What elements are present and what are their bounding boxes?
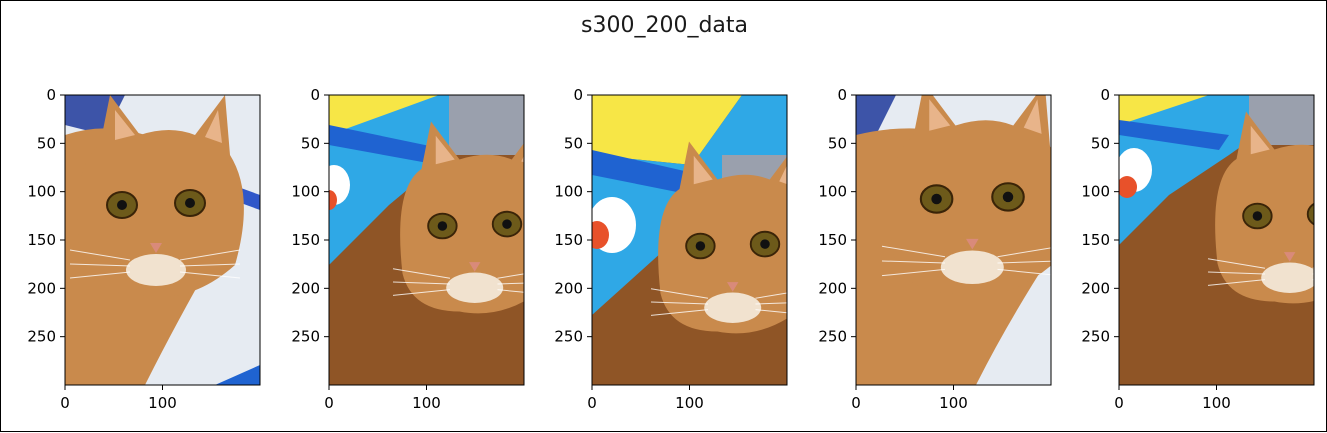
y-tick-label: 150 — [554, 231, 583, 249]
y-tick-label: 0 — [46, 86, 56, 104]
y-tick-label: 250 — [818, 328, 847, 346]
subplot-image — [856, 84, 1065, 386]
y-tick-label: 200 — [27, 279, 56, 297]
cat-muzzle — [704, 293, 761, 323]
y-tick-label: 0 — [1100, 86, 1110, 104]
x-tick-label: 0 — [60, 394, 70, 412]
y-tick-label: 200 — [818, 279, 847, 297]
subplot-image — [1116, 95, 1327, 385]
cat-eye — [1308, 202, 1327, 227]
cat-whisker — [1313, 280, 1327, 286]
cat-muzzle — [1261, 263, 1318, 293]
cat-muzzle — [941, 250, 1004, 284]
y-tick-label: 150 — [27, 231, 56, 249]
blanket-spot — [1117, 176, 1137, 198]
subplot-5: 0 100 0 50 100 150 200 250 — [1081, 86, 1327, 412]
subplot-4: 0 100 0 50 100 150 200 250 — [818, 84, 1064, 413]
cat-muzzle — [446, 273, 503, 303]
subplot-1: 0 100 0 50 100 150 200 250 — [27, 86, 260, 412]
y-tick-label: 100 — [1081, 183, 1110, 201]
y-tick-label: 250 — [1081, 328, 1110, 346]
y-tick-label: 50 — [1091, 134, 1110, 152]
cat-pupil — [117, 200, 127, 210]
x-tick-label: 0 — [1114, 394, 1124, 412]
cat-pupil — [1003, 192, 1014, 203]
x-tick-label: 0 — [851, 394, 861, 412]
y-tick-label: 50 — [828, 134, 847, 152]
y-tick-label: 50 — [564, 134, 583, 152]
x-tick-label: 0 — [587, 394, 597, 412]
y-tick-label: 100 — [291, 183, 320, 201]
cat-pupil — [185, 198, 195, 208]
y-tick-label: 100 — [27, 183, 56, 201]
cat-pupil — [760, 239, 770, 249]
subplot-image — [318, 95, 558, 385]
cat-pupil — [931, 194, 942, 205]
subplot-3: 0 100 0 50 100 150 200 250 — [554, 86, 816, 412]
subplot-image — [65, 95, 260, 385]
subplot-image — [585, 95, 816, 385]
y-tick-label: 150 — [1081, 231, 1110, 249]
y-tick-label: 150 — [291, 231, 320, 249]
y-tick-label: 100 — [818, 183, 847, 201]
y-tick-label: 0 — [310, 86, 320, 104]
y-tick-label: 50 — [301, 134, 320, 152]
y-tick-label: 0 — [573, 86, 583, 104]
y-tick-label: 250 — [27, 328, 56, 346]
cat-pupil — [438, 221, 448, 231]
y-tick-label: 0 — [837, 86, 847, 104]
cat-pupil — [1253, 211, 1263, 221]
y-tick-label: 150 — [818, 231, 847, 249]
y-tick-label: 50 — [37, 134, 56, 152]
cat-pupil — [1317, 209, 1327, 219]
cat-pupil — [696, 241, 706, 251]
y-tick-label: 250 — [291, 328, 320, 346]
x-tick-label: 0 — [324, 394, 334, 412]
x-tick-label: 100 — [412, 394, 441, 412]
x-tick-label: 100 — [939, 394, 968, 412]
x-tick-label: 100 — [148, 394, 177, 412]
y-tick-label: 200 — [291, 279, 320, 297]
y-tick-label: 250 — [554, 328, 583, 346]
x-tick-label: 100 — [1202, 394, 1231, 412]
y-tick-label: 100 — [554, 183, 583, 201]
y-tick-label: 200 — [554, 279, 583, 297]
cat-whisker — [1313, 259, 1327, 269]
blanket-spot — [585, 221, 609, 249]
cat-whisker — [1313, 272, 1327, 274]
cat-pupil — [502, 219, 512, 229]
x-tick-label: 100 — [675, 394, 704, 412]
subplot-2: 0 100 0 50 100 150 200 250 — [291, 86, 558, 412]
y-tick-label: 200 — [1081, 279, 1110, 297]
background — [449, 95, 524, 155]
cat-muzzle — [126, 254, 186, 286]
